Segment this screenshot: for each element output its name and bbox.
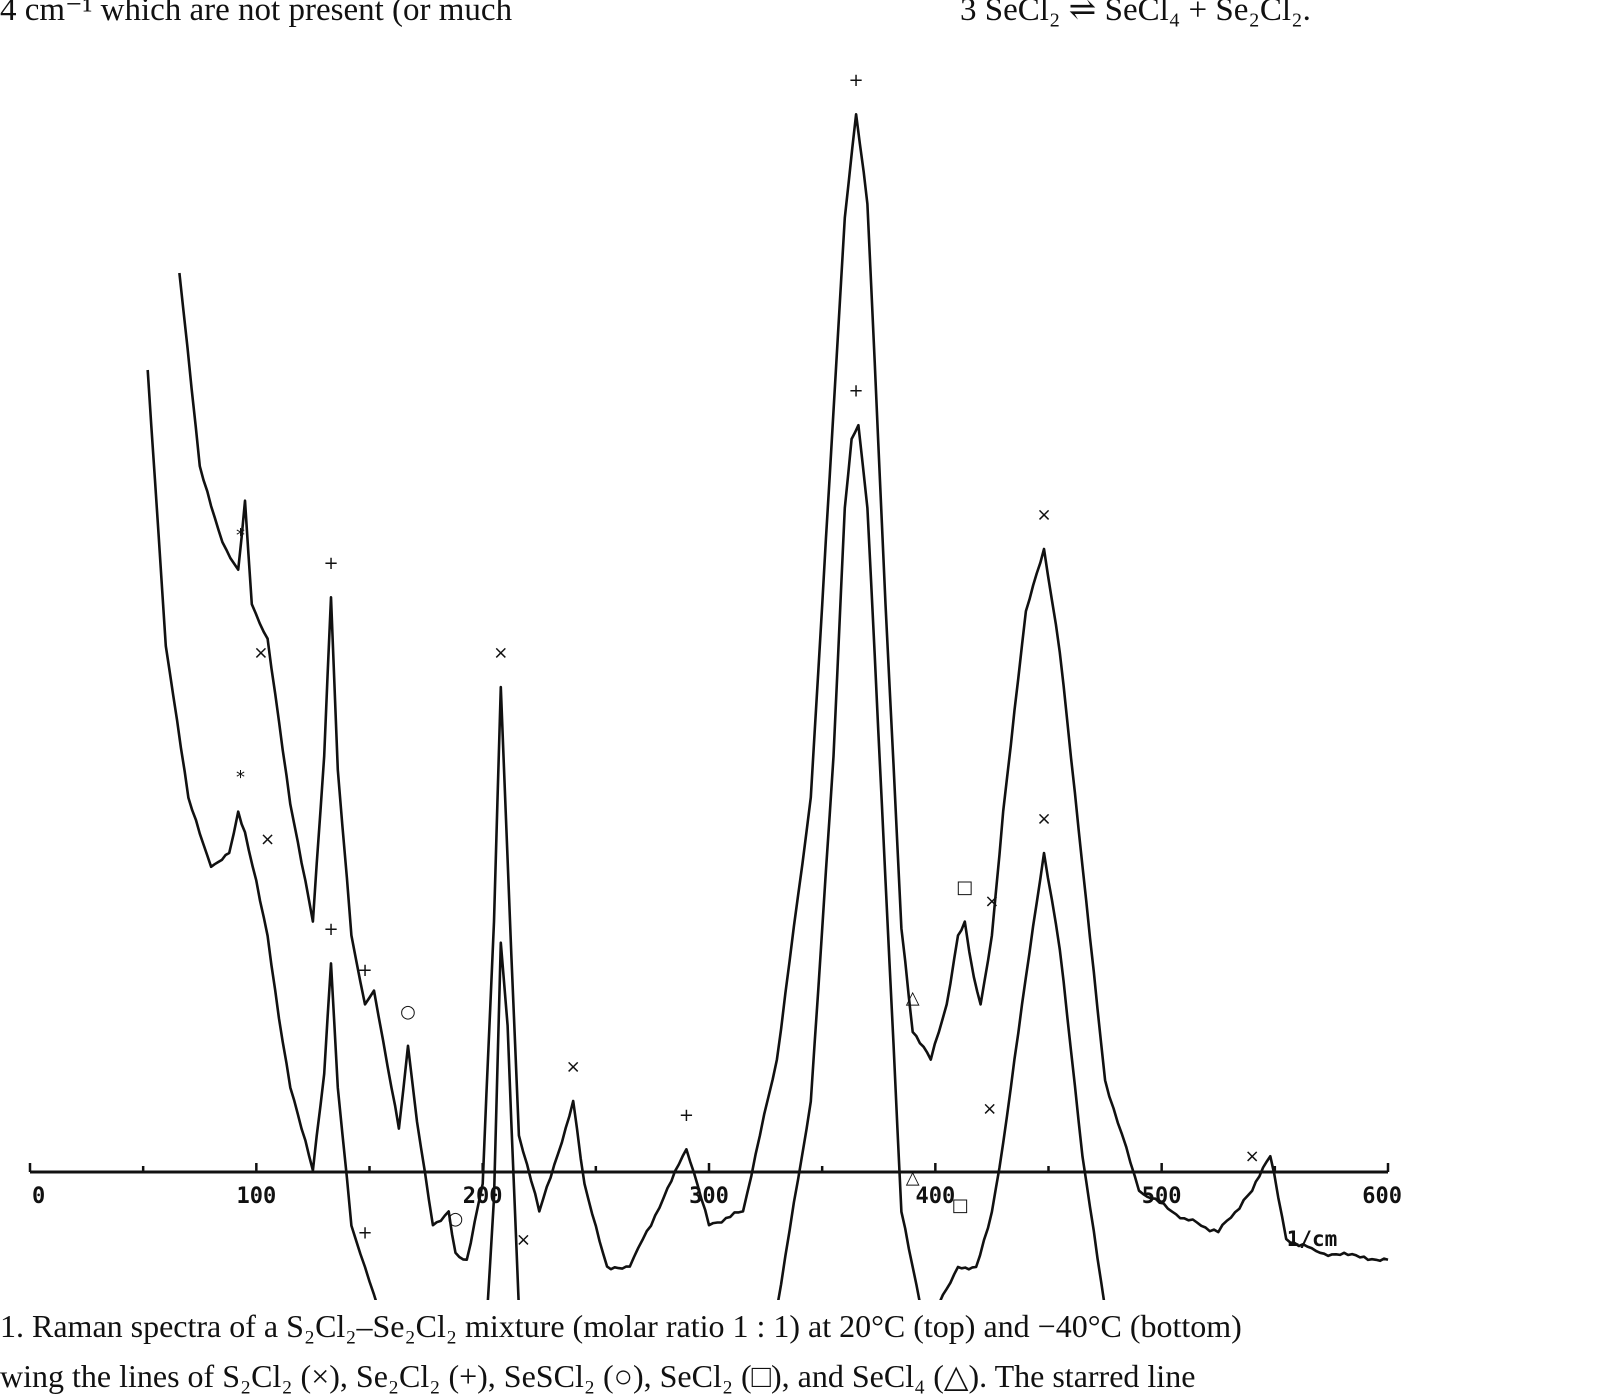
plus-marker-se2cl2: + xyxy=(357,1223,372,1244)
x-tick-label: 400 xyxy=(915,1184,955,1209)
figure-caption-line-2: wing the lines of S₂Cl₂ (×), Se₂Cl₂ (+),… xyxy=(0,1358,1196,1394)
body-text-fragment: 4 cm⁻¹ which are not present (or much xyxy=(0,0,513,28)
figure-caption-line-1: 1. Raman spectra of a S₂Cl₂–Se₂Cl₂ mixtu… xyxy=(0,1308,1242,1344)
square-marker-secl2: □ xyxy=(956,877,973,898)
x-marker-s2cl2: × xyxy=(1245,1146,1260,1167)
circle-marker-sescl2: ○ xyxy=(400,1001,416,1022)
plus-marker-se2cl2: + xyxy=(849,70,864,91)
x-marker-s2cl2: × xyxy=(1036,505,1051,526)
triangle-marker-secl4: △ xyxy=(906,988,920,1009)
spectrum-top-20c xyxy=(178,113,1389,1271)
plus-marker-se2cl2: + xyxy=(357,960,372,981)
x-axis-ticks: 0 100 200 300 400 500 600 xyxy=(28,1163,1402,1209)
spectra-series xyxy=(146,113,1389,1300)
x-marker-s2cl2: × xyxy=(253,643,268,664)
x-tick-label: 0 xyxy=(32,1184,45,1209)
x-tick-label: 300 xyxy=(689,1184,729,1209)
plus-marker-se2cl2: + xyxy=(679,1105,694,1126)
peak-markers: *×++○○××++△□×××*×++○○××++△□××× xyxy=(236,70,1260,1251)
x-tick-label: 600 xyxy=(1362,1184,1402,1209)
x-marker-s2cl2: × xyxy=(516,1229,531,1250)
spectrum-bottom-minus40c xyxy=(146,369,1106,1300)
reaction-equation: 3 SeCl₂ ⇌ SeCl₄ + Se₂Cl₂. xyxy=(960,0,1311,28)
x-marker-s2cl2: × xyxy=(1036,809,1051,830)
star-marker: * xyxy=(236,525,245,546)
circle-marker-sescl2: ○ xyxy=(448,1208,464,1229)
star-marker: * xyxy=(236,767,245,788)
raman-spectra-chart: 0 100 200 300 400 500 600 1/cm *×++○○××++△□×××… xyxy=(28,70,1402,1300)
triangle-marker-secl4: △ xyxy=(906,1167,920,1188)
x-marker-s2cl2: × xyxy=(260,829,275,850)
x-marker-s2cl2: × xyxy=(984,891,999,912)
plus-marker-se2cl2: + xyxy=(323,919,338,940)
plus-marker-se2cl2: + xyxy=(849,381,864,402)
x-marker-s2cl2: × xyxy=(493,643,508,664)
x-tick-label: 100 xyxy=(236,1184,276,1209)
plus-marker-se2cl2: + xyxy=(323,553,338,574)
square-marker-secl2: □ xyxy=(952,1195,969,1216)
x-marker-s2cl2: × xyxy=(566,1057,581,1078)
x-marker-s2cl2: × xyxy=(982,1098,997,1119)
